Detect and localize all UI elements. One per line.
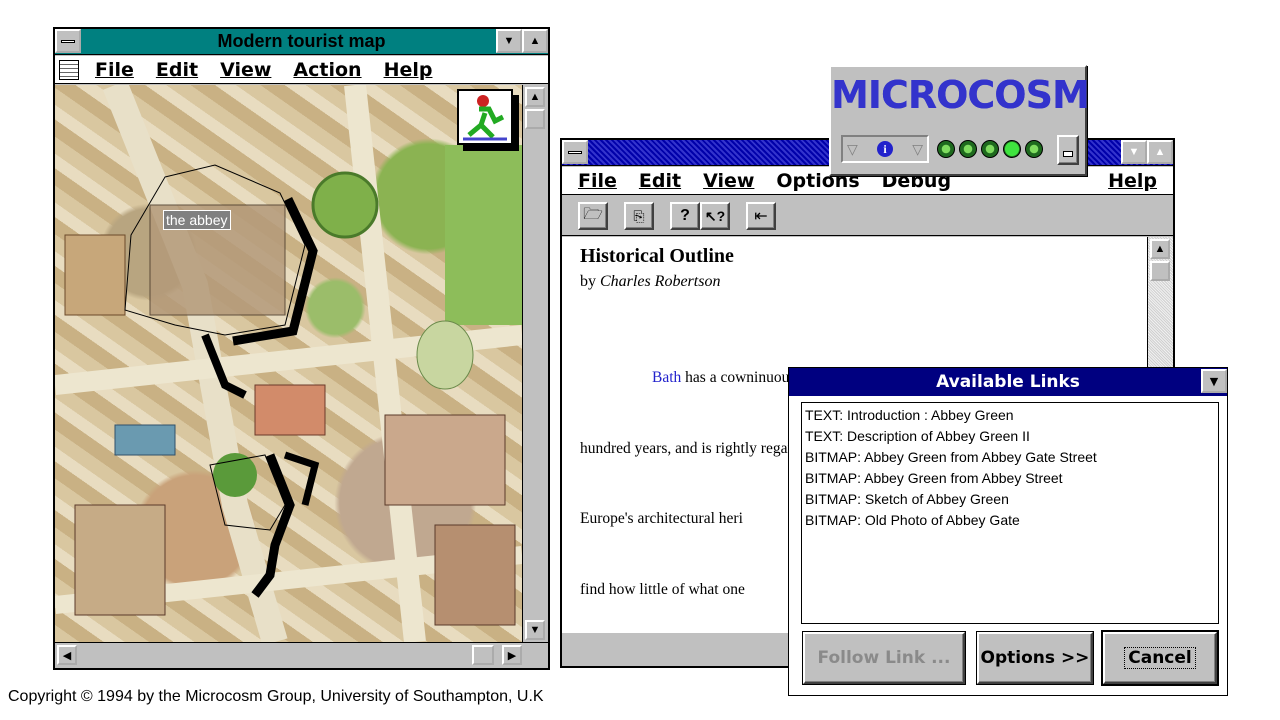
hotspot-label-abbey[interactable]: the abbey (163, 210, 231, 230)
map-menu-bar: File Edit View Action Help (55, 56, 548, 84)
list-item[interactable]: BITMAP: Abbey Green from Abbey Street (805, 470, 1063, 486)
help-icon[interactable]: ? (670, 202, 700, 230)
para-line: find how little of what one (580, 580, 745, 598)
control-icon[interactable] (59, 59, 79, 80)
scroll-up-icon[interactable]: ▲ (525, 87, 545, 107)
info-icon: i (877, 141, 893, 157)
list-item[interactable]: BITMAP: Abbey Green from Abbey Gate Stre… (805, 449, 1097, 465)
status-light-icon (1003, 140, 1021, 158)
info-dropdown[interactable]: ▽ i ▽ (841, 135, 929, 163)
links-title-bar[interactable]: Available Links ▼ (789, 368, 1227, 396)
system-menu-icon[interactable] (55, 29, 81, 53)
status-light-icon (937, 140, 955, 158)
status-light-icon (981, 140, 999, 158)
context-help-icon[interactable]: ↖? (700, 202, 730, 230)
links-dropdown-icon[interactable]: ▼ (1201, 369, 1227, 393)
tourist-map-image[interactable]: the abbey (55, 85, 522, 642)
scroll-left-icon[interactable]: ◀ (57, 645, 77, 665)
open-file-icon[interactable]: 🗁 (578, 202, 608, 230)
copy-icon[interactable]: ⎘ (624, 202, 654, 230)
byline-author: Charles Robertson (600, 273, 721, 290)
links-title: Available Links (936, 372, 1080, 392)
maximize-icon[interactable]: ▲ (522, 29, 548, 53)
rtf-minimize-icon[interactable]: ▼ (1121, 140, 1147, 164)
map-title: Modern tourist map (217, 31, 386, 51)
minimize-icon[interactable]: ▼ (496, 29, 522, 53)
byline-prefix: by (580, 273, 600, 290)
microcosm-minimize-icon[interactable] (1057, 135, 1079, 165)
right-arrow-icon: ▽ (912, 140, 923, 157)
list-item[interactable]: TEXT: Introduction : Abbey Green (805, 407, 1014, 423)
rtf-menu-file[interactable]: File (578, 169, 617, 192)
doc-byline: by Charles Robertson (580, 273, 720, 291)
rtf-menu-edit[interactable]: Edit (638, 169, 682, 192)
list-item[interactable]: TEXT: Description of Abbey Green II (805, 428, 1030, 444)
doc-heading: Historical Outline (580, 245, 734, 267)
hscroll-thumb[interactable] (472, 645, 494, 665)
map-vertical-scrollbar[interactable]: ▲ ▼ (522, 85, 548, 642)
menu-edit[interactable]: Edit (155, 58, 199, 81)
link-bath[interactable]: Bath (652, 369, 682, 386)
options-button[interactable]: Options >> (976, 631, 1094, 685)
map-horizontal-scrollbar[interactable]: ◀ ▶ (55, 642, 548, 668)
map-window: Modern tourist map ▼ ▲ File Edit View Ac… (53, 27, 550, 670)
copyright-text: Copyright © 1994 by the Microcosm Group,… (8, 688, 544, 705)
traffic-light-icon[interactable] (937, 137, 1051, 161)
scroll-thumb[interactable] (525, 109, 545, 129)
walking-man-glyph (463, 95, 507, 141)
status-light-icon (1025, 140, 1043, 158)
map-overlay (55, 85, 522, 642)
rtf-maximize-icon[interactable]: ▲ (1147, 140, 1173, 164)
map-title-bar[interactable]: Modern tourist map ▼ ▲ (55, 29, 548, 55)
list-item[interactable]: BITMAP: Sketch of Abbey Green (805, 491, 1009, 507)
links-listbox[interactable]: TEXT: Introduction : Abbey Green TEXT: D… (801, 402, 1219, 624)
exit-icon[interactable]: ⇤ (746, 202, 776, 230)
scroll-down-icon[interactable]: ▼ (525, 620, 545, 640)
menu-view[interactable]: View (220, 58, 272, 81)
cancel-button[interactable]: Cancel (1101, 630, 1219, 686)
rtf-system-menu-icon[interactable] (562, 140, 588, 164)
left-arrow-icon: ▽ (847, 140, 858, 157)
follow-link-button[interactable]: Follow Link ... (802, 631, 966, 685)
microcosm-logo: MICROCOSM (831, 73, 1090, 117)
scroll-right-icon[interactable]: ▶ (502, 645, 522, 665)
rtf-toolbar: 🗁 ⎘ ? ↖? ⇤ (562, 196, 1173, 236)
rtf-menu-view[interactable]: View (703, 169, 755, 192)
rtf-menu-help[interactable]: Help (1108, 169, 1157, 192)
rtf-scroll-thumb[interactable] (1150, 261, 1170, 281)
menu-help[interactable]: Help (383, 58, 433, 81)
list-item[interactable]: BITMAP: Old Photo of Abbey Gate (805, 512, 1020, 528)
menu-file[interactable]: File (95, 58, 134, 81)
status-light-icon (959, 140, 977, 158)
cancel-label: Cancel (1124, 647, 1196, 669)
available-links-dialog: Available Links ▼ TEXT: Introduction : A… (788, 367, 1228, 696)
para-line: Europe's architectural heri (580, 510, 743, 527)
menu-action[interactable]: Action (293, 58, 362, 81)
microcosm-panel: MICROCOSM ▽ i ▽ (829, 65, 1090, 176)
rtf-scroll-up-icon[interactable]: ▲ (1150, 239, 1170, 259)
walking-man-icon[interactable] (457, 89, 513, 145)
